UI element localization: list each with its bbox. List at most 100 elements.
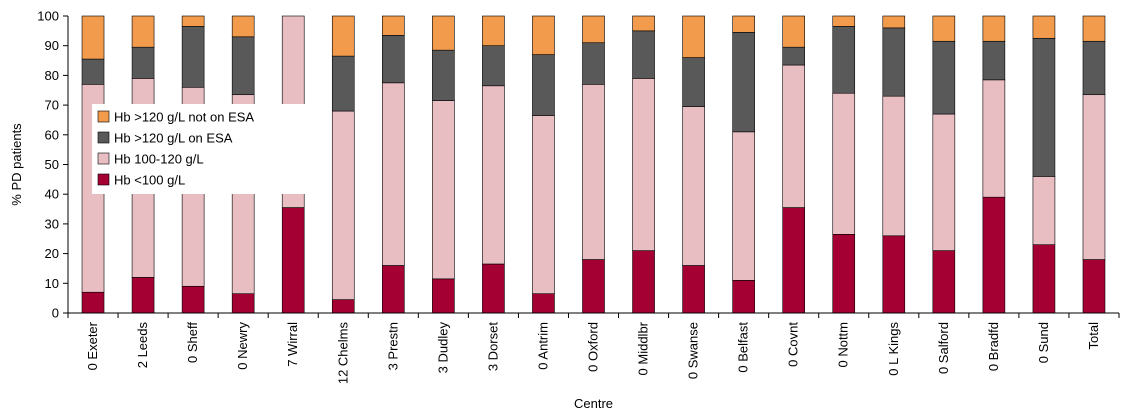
bar-segment-s3: [181, 15, 205, 27]
bar-segment-s1: [982, 79, 1006, 198]
bar-segment-s0: [832, 234, 856, 314]
bar-segment-s1: [532, 115, 555, 294]
bar-segment-s2: [131, 46, 155, 79]
bar-segment-s3: [982, 15, 1006, 42]
bar-group: [331, 15, 355, 314]
bar-segment-s2: [582, 42, 605, 85]
y-tick-label: 10: [45, 276, 59, 291]
bar-segment-s3: [231, 15, 255, 38]
bar-segment-s1: [432, 100, 455, 280]
bar-group: [982, 15, 1006, 314]
bar-segment-s2: [181, 26, 205, 88]
bar-segment-s2: [532, 54, 555, 116]
bar-segment-s0: [231, 293, 255, 314]
x-tick-label: 0 L Kings: [886, 322, 901, 376]
bar-segment-s1: [1082, 94, 1106, 260]
bar-segment-s0: [632, 250, 655, 314]
x-tick-label: 0 Nottm: [836, 322, 851, 368]
bars-layer: [81, 15, 1106, 314]
bar-segment-s2: [432, 49, 455, 101]
x-tick-label: 7 Wirral: [285, 322, 300, 367]
x-axis-title: Centre: [574, 396, 613, 411]
y-tick-label: 30: [45, 216, 59, 231]
bar-segment-s2: [632, 30, 655, 79]
legend-swatch: [97, 173, 110, 186]
legend: Hb >120 g/L not on ESA Hb >120 g/L on ESA…: [92, 104, 307, 194]
bar-group: [682, 15, 705, 314]
bar-group: [482, 15, 505, 314]
bar-segment-s2: [482, 45, 505, 87]
y-axis-title: % PD patients: [9, 123, 24, 206]
x-tick-label: 0 Sund: [1036, 322, 1051, 363]
x-tick-label: 3 Prestn: [385, 322, 400, 370]
x-tick-label: 0 Salford: [936, 322, 951, 374]
bar-segment-s1: [582, 84, 605, 260]
axes-layer: 0 10 20 30 40 50 60 70 80 90 100 0 Exeter 2 Leeds 0 S…: [37, 9, 1120, 384]
bar-group: [1082, 15, 1106, 314]
x-tick-label: 3 Dudley: [435, 322, 450, 374]
bar-group: [632, 15, 655, 314]
bar-group: [532, 15, 555, 314]
bar-segment-s1: [382, 82, 405, 266]
bar-segment-s2: [231, 36, 255, 96]
bar-segment-s3: [1032, 15, 1056, 39]
bar-segment-s0: [181, 285, 205, 314]
bar-group: [432, 15, 455, 314]
bar-segment-s0: [482, 263, 505, 314]
bar-segment-s3: [382, 15, 405, 36]
bar-segment-s2: [1082, 40, 1106, 96]
bar-segment-s2: [832, 26, 856, 94]
bar-group: [732, 15, 755, 314]
x-tick-label: 0 Bradfd: [986, 322, 1001, 371]
bar-segment-s0: [682, 265, 705, 314]
bar-segment-s0: [331, 299, 355, 314]
x-tick-label: Total: [1086, 322, 1101, 350]
bar-segment-s0: [81, 291, 105, 314]
bar-group: [582, 15, 605, 314]
bar-segment-s3: [532, 15, 555, 55]
x-tick-label: 3 Dorset: [485, 322, 500, 372]
bar-segment-s3: [331, 15, 355, 57]
bar-segment-s1: [1032, 176, 1056, 245]
bar-segment-s1: [832, 92, 856, 235]
bar-segment-s3: [732, 15, 755, 33]
x-tick-label: 2 Leeds: [135, 322, 150, 369]
y-tick-label: 50: [45, 157, 59, 172]
bar-segment-s1: [682, 106, 705, 266]
x-tick-label: 0 Swanse: [686, 322, 701, 379]
bar-segment-s1: [632, 78, 655, 251]
bar-segment-s3: [1082, 15, 1106, 42]
y-tick-label: 0: [52, 306, 59, 321]
bar-segment-s0: [732, 280, 755, 314]
bar-segment-s0: [1032, 244, 1056, 314]
bar-segment-s3: [582, 15, 605, 44]
bar-segment-s3: [482, 15, 505, 47]
y-tick-label: 70: [45, 98, 59, 113]
bar-segment-s0: [532, 293, 555, 314]
bar-segment-s2: [882, 27, 906, 97]
bar-segment-s2: [1032, 37, 1056, 177]
bar-segment-s2: [382, 35, 405, 84]
y-tick-label: 40: [45, 187, 59, 202]
x-tick-label: 0 Middlbr: [636, 321, 651, 375]
legend-label: Hb >120 g/L on ESA: [114, 131, 233, 146]
bar-segment-s3: [782, 15, 805, 48]
x-tick-label: 0 Covnt: [786, 322, 801, 367]
bar-segment-s0: [932, 250, 956, 314]
x-tick-label: 0 Exeter: [85, 321, 100, 370]
bar-segment-s2: [732, 32, 755, 133]
bar-group: [932, 15, 956, 314]
bar-segment-s0: [1082, 259, 1106, 314]
bar-segment-s2: [81, 58, 105, 85]
bar-segment-s0: [382, 265, 405, 314]
legend-swatch: [97, 131, 110, 144]
bar-segment-s3: [882, 15, 906, 29]
bar-group: [782, 15, 805, 314]
legend-swatch: [97, 152, 110, 165]
bar-segment-s2: [331, 55, 355, 112]
y-tick-label: 80: [45, 68, 59, 83]
bar-segment-s2: [982, 40, 1006, 81]
x-tick-label: 0 Belfast: [736, 322, 751, 373]
